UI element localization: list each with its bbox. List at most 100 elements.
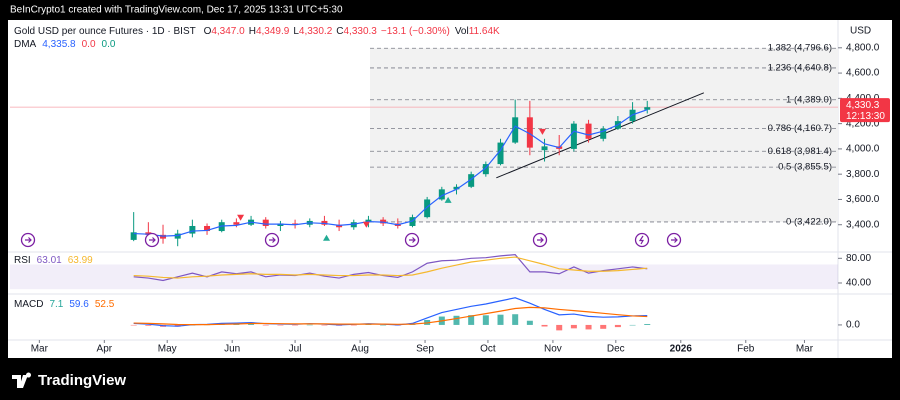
histogram-bar <box>644 324 651 325</box>
legend-text: 52.5 <box>95 299 115 310</box>
legend-text: 63.99 <box>68 255 93 266</box>
histogram-bar <box>292 324 299 326</box>
candle-body <box>336 224 343 228</box>
histogram-bar <box>614 324 621 328</box>
legend-text: 4,347.0 <box>211 26 245 37</box>
candle-body <box>321 220 328 225</box>
legend: Gold USD per ounce Futures · 1D · BIST O4… <box>14 26 500 37</box>
candle-body <box>497 142 504 165</box>
y-tick-label: 4,800.0 <box>846 42 880 53</box>
candle-body <box>570 123 577 149</box>
legend-text: L <box>293 26 299 37</box>
histogram-bar <box>541 324 548 327</box>
fib-label: 0.786 (4,160.7) <box>768 123 832 134</box>
candle-body <box>438 189 445 200</box>
candle-body <box>380 219 387 224</box>
legend-text: 0.0 <box>102 39 116 50</box>
histogram-bar <box>262 324 269 326</box>
rsi-line <box>133 253 648 282</box>
candle-body <box>600 128 607 139</box>
x-tick-label: Nov <box>544 344 562 355</box>
event-marker[interactable] <box>404 232 420 248</box>
histogram-bar <box>468 315 475 325</box>
legend-text: DMA <box>14 39 37 50</box>
legend-text: O <box>204 26 212 37</box>
legend-text: MACD <box>14 299 43 310</box>
candle-body <box>350 222 357 228</box>
candle-body <box>145 232 152 235</box>
event-marker[interactable] <box>532 232 548 248</box>
event-marker[interactable] <box>666 232 682 248</box>
event-marker[interactable] <box>20 232 36 248</box>
candle-body <box>409 217 416 226</box>
legend-text: H <box>249 26 256 37</box>
histogram-bar <box>600 324 607 329</box>
legend: RSI 63.01 63.99 <box>14 255 93 266</box>
histogram-bar <box>453 315 460 325</box>
trendline <box>496 92 705 179</box>
x-tick-label: Jul <box>289 344 302 355</box>
event-marker[interactable] <box>264 232 280 248</box>
candle-body <box>453 186 460 190</box>
x-tick-label: 2026 <box>670 344 693 355</box>
fib-label: 0 (3,422.0) <box>786 216 832 227</box>
legend-text: 4,330.3 <box>344 26 378 37</box>
histogram-bar <box>306 324 313 326</box>
x-tick-label: Dec <box>607 344 625 355</box>
legend-text: Gold USD per ounce Futures · 1D · BIST <box>14 26 196 37</box>
macd-line <box>133 306 648 326</box>
legend: MACD 7.1 59.6 52.5 <box>14 299 115 310</box>
y-tick-label: 3,400.0 <box>846 219 880 230</box>
candle-body <box>424 199 431 218</box>
legend-text: Vol <box>455 26 469 37</box>
y-tick-label: 4,000.0 <box>846 144 880 155</box>
event-marker[interactable] <box>144 232 160 248</box>
histogram-bar <box>482 315 489 325</box>
histogram-bar <box>497 314 504 325</box>
candle-body <box>468 174 475 187</box>
y-tick-label: 40.00 <box>846 278 871 289</box>
candle-body <box>204 225 211 232</box>
legend-text: 11.64K <box>469 26 500 37</box>
histogram-bar <box>321 324 328 326</box>
rsi-line <box>133 256 648 279</box>
legend-text: 0.0 <box>82 39 96 50</box>
signal <box>237 214 245 221</box>
histogram-bar <box>629 324 636 326</box>
x-tick-label: Sep <box>416 344 434 355</box>
signal <box>538 128 546 135</box>
candle-body <box>218 222 225 232</box>
legend-text: 4,349.9 <box>256 26 290 37</box>
x-tick-label: May <box>158 344 177 355</box>
rsi-band <box>10 264 838 290</box>
legend-text: 63.01 <box>37 255 62 266</box>
fib-label: 1.382 (4,796.6) <box>768 43 832 54</box>
y-tick-label: 0.0 <box>846 320 860 331</box>
legend: DMA 4,335.8 0.0 0.0 <box>14 39 116 50</box>
legend-text: 7.1 <box>49 299 63 310</box>
x-tick-label: Feb <box>737 344 755 355</box>
price-tag <box>840 98 890 123</box>
signal <box>323 234 331 241</box>
histogram-bar <box>145 324 152 326</box>
event-marker[interactable] <box>634 232 650 248</box>
candle-body <box>174 233 181 239</box>
histogram-bar <box>526 320 533 325</box>
histogram-bar <box>380 324 387 326</box>
signal <box>444 196 452 203</box>
y-tick-label: 3,600.0 <box>846 194 880 205</box>
fib-label: 0.5 (3,855.5) <box>778 162 832 173</box>
legend-text: 4,335.8 <box>42 39 76 50</box>
x-tick-label: Mar <box>796 344 814 355</box>
candle-body <box>277 223 284 226</box>
legend-text: 4,330.2 <box>299 26 333 37</box>
histogram-bar <box>248 324 255 325</box>
x-tick-label: Mar <box>31 344 49 355</box>
signal <box>362 221 370 228</box>
caption: BeInCrypto1 created with TradingView.com… <box>10 5 343 16</box>
y-tick-label: 80.00 <box>846 253 871 264</box>
histogram-bar <box>585 324 592 330</box>
price-tag-value: 4,330.3 <box>846 100 880 111</box>
histogram-bar <box>130 324 137 326</box>
